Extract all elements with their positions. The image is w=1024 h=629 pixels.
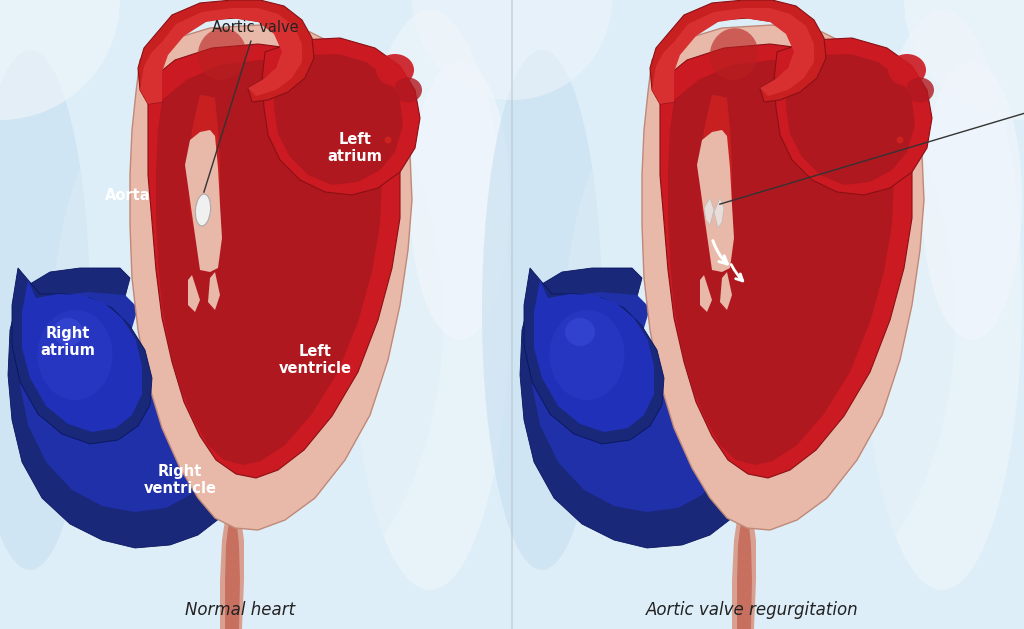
Ellipse shape [906,77,934,103]
Polygon shape [642,25,924,530]
Ellipse shape [350,10,510,590]
Polygon shape [774,38,932,195]
Ellipse shape [196,194,211,226]
Polygon shape [138,0,314,104]
Text: Normal heart: Normal heart [185,601,295,619]
Polygon shape [737,505,752,629]
Wedge shape [0,0,120,120]
Polygon shape [208,272,220,310]
Text: Right
atrium: Right atrium [41,326,95,358]
Polygon shape [705,198,714,225]
Wedge shape [512,0,612,100]
Text: Aortic valve: Aortic valve [204,21,298,192]
Polygon shape [188,275,200,312]
Polygon shape [524,268,664,444]
Text: Aorta: Aorta [105,187,151,203]
Ellipse shape [565,318,595,346]
Text: Right
ventricle: Right ventricle [143,464,216,496]
Polygon shape [22,280,142,432]
Polygon shape [12,268,152,444]
Ellipse shape [53,318,83,346]
Polygon shape [732,500,756,629]
Polygon shape [20,292,215,512]
Ellipse shape [557,345,627,435]
Polygon shape [130,25,412,530]
Polygon shape [714,198,724,228]
Text: Aortic valve regurgitation: Aortic valve regurgitation [646,601,858,619]
Polygon shape [273,54,403,185]
Ellipse shape [888,54,926,86]
Polygon shape [700,95,732,245]
Wedge shape [412,0,512,100]
Ellipse shape [198,28,246,80]
Ellipse shape [862,10,1022,590]
Polygon shape [697,130,734,272]
Ellipse shape [384,136,391,143]
Polygon shape [532,292,727,512]
Polygon shape [652,8,814,104]
Polygon shape [660,44,912,478]
Ellipse shape [410,60,510,340]
Polygon shape [650,0,826,104]
Ellipse shape [376,54,414,86]
Polygon shape [220,500,244,629]
Ellipse shape [482,50,602,570]
Polygon shape [8,268,240,548]
Polygon shape [785,54,915,185]
Text: Left
atrium: Left atrium [328,132,382,164]
Ellipse shape [38,310,113,400]
Polygon shape [520,268,752,548]
Text: Left
ventricle: Left ventricle [279,344,351,376]
Polygon shape [140,8,302,104]
Polygon shape [185,130,222,272]
Ellipse shape [53,20,443,620]
Ellipse shape [922,60,1022,340]
Ellipse shape [710,28,758,80]
Polygon shape [700,275,712,312]
Polygon shape [225,505,240,629]
Text: Abnormal aortic valve fails
to close, allowing blood
to leak backward: Abnormal aortic valve fails to close, al… [720,45,1024,204]
Ellipse shape [394,77,422,103]
Polygon shape [148,44,400,478]
Wedge shape [904,0,1024,120]
Polygon shape [668,60,894,465]
Polygon shape [534,280,654,432]
Ellipse shape [896,136,903,143]
Polygon shape [262,38,420,195]
Ellipse shape [565,20,955,620]
Polygon shape [188,95,220,245]
Polygon shape [720,272,732,310]
Ellipse shape [45,345,115,435]
Polygon shape [156,60,382,465]
Ellipse shape [550,310,625,400]
Ellipse shape [0,50,90,570]
